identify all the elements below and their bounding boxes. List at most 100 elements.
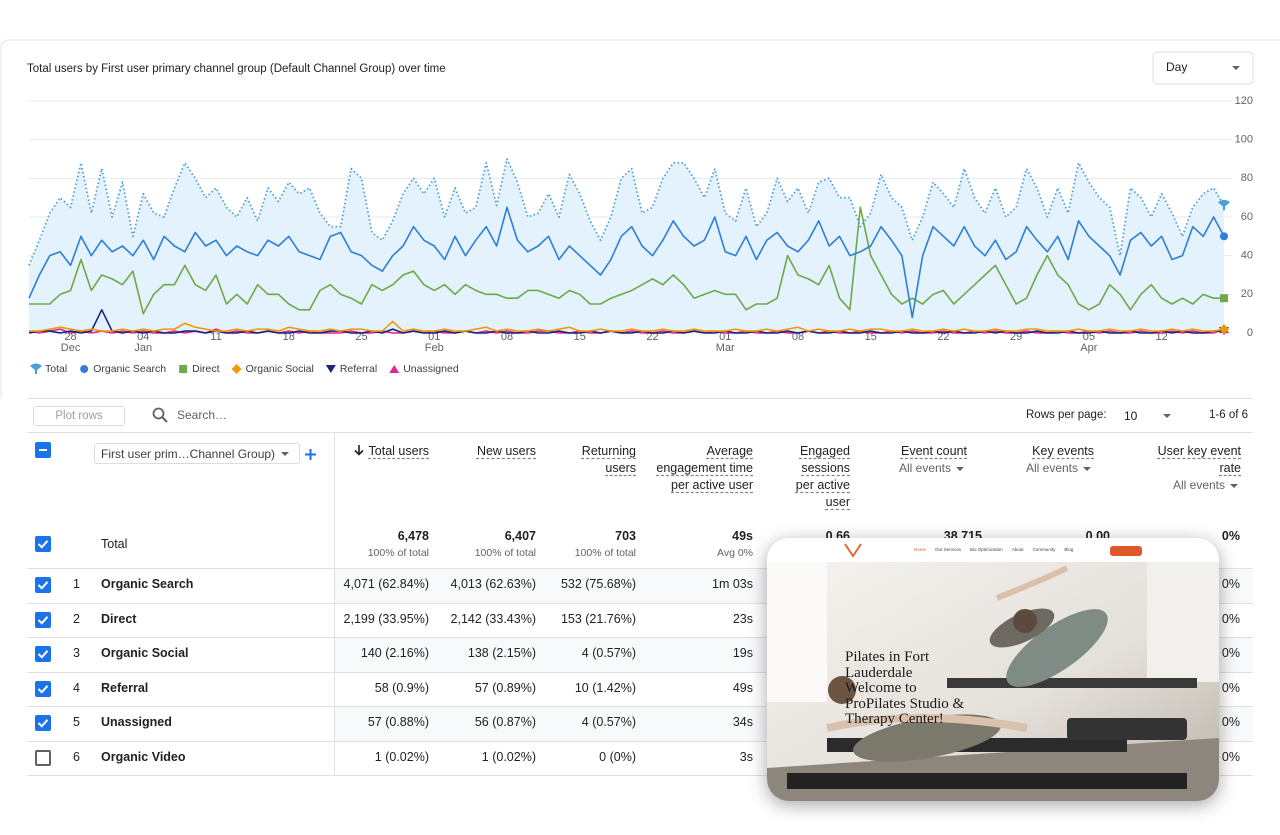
row-value: 34s — [732, 715, 753, 730]
total-checkbox[interactable] — [35, 536, 51, 552]
row-checkbox[interactable] — [35, 715, 51, 732]
row-value: 4 (0.57%) — [581, 715, 636, 730]
series-line — [28, 309, 1224, 334]
dropdown-value[interactable]: Day — [1166, 60, 1187, 74]
legend-marker — [80, 365, 89, 373]
nav-link[interactable]: Bio Optimization — [970, 547, 1003, 552]
photo — [767, 538, 1219, 801]
row-value: 4,071 (62.84%) — [343, 577, 429, 592]
search-input[interactable]: Search… — [177, 408, 228, 422]
series-line — [28, 206, 1225, 319]
row-name[interactable]: Organic Social — [101, 646, 189, 661]
interval-dropdown[interactable]: Day — [1152, 51, 1254, 85]
series-line — [28, 158, 1225, 266]
row-name[interactable]: Referral — [101, 680, 149, 695]
sort-arrow — [353, 445, 364, 456]
column-label[interactable]: Engaged sessions per active user — [795, 444, 850, 509]
row-checkbox[interactable] — [35, 749, 51, 766]
plot-rows-button[interactable]: Plot rows — [33, 406, 125, 426]
x-tick-label: 05 — [1083, 331, 1095, 343]
rows-per-page[interactable]: 10 — [1124, 409, 1138, 423]
row-value: 19s — [732, 646, 753, 661]
x-tick-label: 08 — [792, 331, 804, 343]
site-logo — [844, 543, 862, 558]
row-checkbox[interactable] — [35, 577, 51, 594]
row-value: 57 (0.89%) — [474, 680, 536, 695]
total-sub: Avg 0% — [717, 547, 753, 559]
nav-link[interactable]: About — [1011, 547, 1024, 552]
column-label[interactable]: Returning users — [581, 444, 636, 475]
row-checkbox[interactable] — [35, 680, 51, 697]
row-value: 4 (0.57%) — [581, 646, 636, 661]
column-header[interactable]: Returning users — [566, 443, 636, 477]
row-value: 1 (0.02%) — [374, 749, 429, 764]
headline-line: Pilates in Fort Lauderdale — [845, 649, 930, 681]
series-line — [29, 320, 1225, 332]
y-tick-label: 60 — [1241, 211, 1253, 223]
row-checkbox[interactable] — [35, 646, 51, 663]
total-label: Total — [101, 537, 128, 551]
x-tick-month: Mar — [716, 342, 735, 354]
column-filter[interactable]: All events — [1172, 478, 1225, 492]
total-value: 6,407 — [504, 529, 536, 543]
check-glyph — [37, 615, 49, 625]
row-checkbox[interactable] — [35, 611, 51, 628]
row-value: 0 (0%) — [599, 749, 636, 764]
column-label[interactable]: Event count — [900, 444, 967, 458]
column-label[interactable]: Total users — [368, 444, 429, 458]
column-label[interactable]: Key events — [1032, 444, 1094, 458]
legend-marker — [30, 363, 42, 374]
nav-link[interactable]: Blog — [1064, 547, 1074, 552]
x-tick-label: 04 — [137, 331, 149, 343]
row-name[interactable]: Unassigned — [101, 715, 172, 730]
column-header[interactable]: Average engagement time per active user — [653, 443, 753, 494]
row-value: 1 (0.02%) — [481, 749, 536, 764]
dimension-caret — [281, 452, 289, 456]
row-index: 5 — [73, 715, 80, 730]
site-headline: Pilates in Fort Lauderdale Welcome to Pro… — [845, 649, 967, 728]
chart-card: Total users by First user primary channe… — [0, 39, 1280, 398]
column-label[interactable]: User key event rate — [1157, 444, 1241, 475]
add-dimension-icon[interactable] — [305, 447, 316, 460]
nav-link[interactable]: Our Services — [935, 547, 962, 552]
select-all-checkbox[interactable] — [35, 442, 51, 458]
x-tick-label: 22 — [646, 331, 658, 343]
column-header[interactable]: New users — [436, 443, 536, 460]
total-sub: 100% of total — [574, 547, 636, 559]
x-tick-label: 08 — [501, 331, 513, 343]
legend-label: Direct — [192, 363, 220, 375]
row-rate: 0% — [1221, 749, 1240, 764]
row-name[interactable]: Direct — [101, 611, 137, 626]
column-header[interactable]: Total users — [319, 443, 429, 460]
check-glyph — [37, 581, 49, 590]
column-header[interactable]: Engaged sessions per active user — [780, 443, 850, 511]
dropdown-box[interactable] — [1152, 51, 1254, 85]
column-header[interactable]: User key event rate — [1141, 443, 1241, 477]
row-value: 58 (0.9%) — [374, 680, 429, 695]
x-tick-label: 29 — [1010, 331, 1022, 343]
search-icon[interactable] — [152, 407, 168, 423]
headline-line: Welcome to ProPilates Studio & Therapy C… — [845, 680, 965, 727]
nav-link[interactable]: Home — [914, 547, 927, 552]
column-header[interactable]: Key events — [994, 443, 1094, 460]
plus-glyph — [305, 449, 316, 460]
end-marker — [1220, 294, 1228, 303]
row-name[interactable]: Organic Search — [101, 577, 194, 592]
x-tick-month: Apr — [1080, 342, 1097, 354]
column-label[interactable]: New users — [476, 444, 536, 458]
check-glyph — [37, 540, 49, 549]
row-name[interactable]: Organic Video — [101, 749, 186, 764]
dimension-dropdown[interactable]: First user prim…Channel Group) — [94, 443, 300, 464]
site-cta-button[interactable] — [1110, 546, 1142, 556]
column-filter[interactable]: All events — [1025, 461, 1078, 475]
row-divider — [27, 602, 1253, 604]
check-glyph — [37, 719, 49, 728]
column-filter[interactable]: All events — [898, 461, 951, 475]
nav-link[interactable]: Community — [1032, 547, 1056, 552]
x-tick-label: 18 — [283, 331, 295, 343]
row-value: 56 (0.87%) — [474, 715, 536, 730]
row-index: 4 — [73, 680, 80, 695]
row-value: 2,199 (33.95%) — [343, 611, 429, 626]
column-header[interactable]: Event count — [867, 443, 967, 460]
column-label[interactable]: Average engagement time per active user — [656, 444, 753, 492]
